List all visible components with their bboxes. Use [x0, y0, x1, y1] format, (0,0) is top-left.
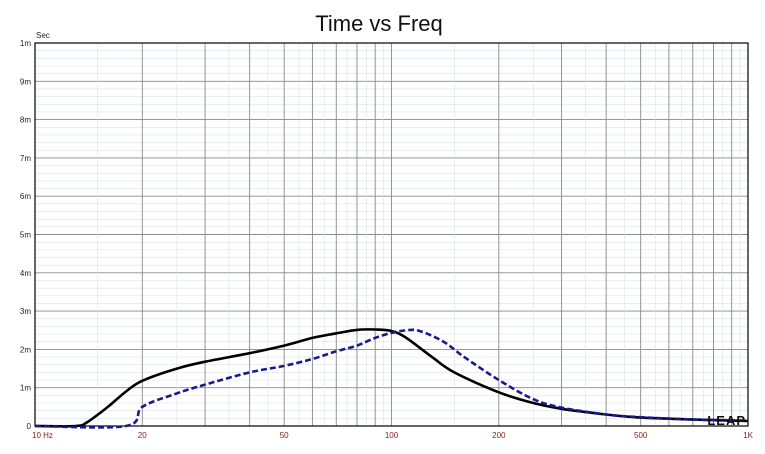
y-tick-label: 0: [27, 422, 32, 431]
y-tick-label: 7m: [20, 154, 31, 163]
y-tick-label: 6m: [20, 192, 31, 201]
y-axis-ticks: 1m 2m 3m 4m 5m 6m 7m 8m 9m 1m 0: [20, 39, 32, 431]
y-tick-label: 3m: [20, 307, 31, 316]
y-tick-label: 9m: [20, 77, 31, 86]
grid: [35, 43, 748, 426]
x-tick-label: 1K: [743, 431, 753, 440]
dashed-curve: [34, 328, 749, 429]
chart-title: Time vs Freq: [315, 11, 443, 36]
y-tick-label: 1m: [20, 39, 31, 48]
y-tick-label: 5m: [20, 231, 31, 240]
y-axis-unit-label: Sec: [36, 31, 50, 40]
x-tick-label: 10 Hz: [32, 431, 53, 440]
plot-frame: [34, 42, 749, 427]
series-layer: [34, 328, 749, 429]
x-axis-ticks: 10 Hz 20 50 100 200 500 1K: [32, 431, 754, 440]
x-tick-label: 50: [280, 431, 289, 440]
y-tick-label: 4m: [20, 269, 31, 278]
y-tick-label: 8m: [20, 116, 31, 125]
x-tick-label: 500: [634, 431, 648, 440]
x-tick-label: 100: [385, 431, 399, 440]
y-tick-label: 2m: [20, 345, 31, 354]
x-tick-label: 200: [492, 431, 506, 440]
y-tick-label: 1m: [20, 384, 31, 393]
x-tick-label: 20: [138, 431, 147, 440]
leap-logo: LEAP: [707, 413, 746, 428]
